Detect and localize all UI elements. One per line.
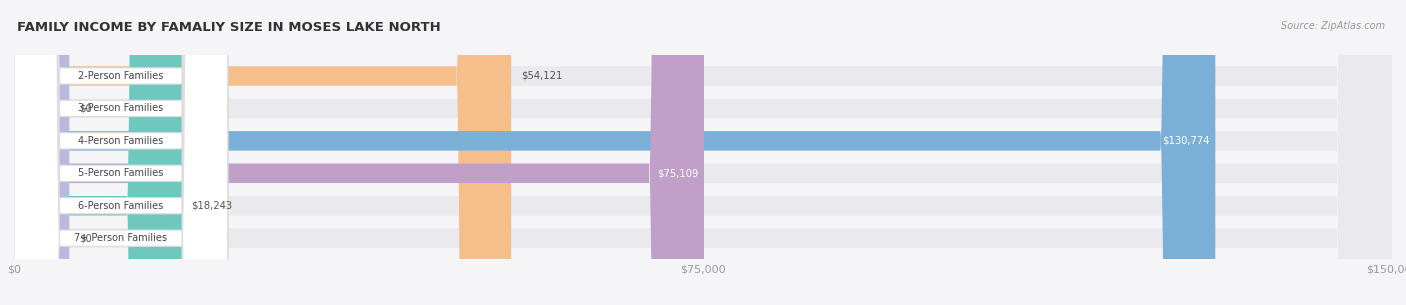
Text: Source: ZipAtlas.com: Source: ZipAtlas.com xyxy=(1281,21,1385,31)
FancyBboxPatch shape xyxy=(14,0,512,305)
Text: 7+ Person Families: 7+ Person Families xyxy=(75,233,167,243)
Text: $130,774: $130,774 xyxy=(1163,136,1209,146)
Text: FAMILY INCOME BY FAMALIY SIZE IN MOSES LAKE NORTH: FAMILY INCOME BY FAMALIY SIZE IN MOSES L… xyxy=(17,21,440,34)
FancyBboxPatch shape xyxy=(14,0,69,305)
FancyBboxPatch shape xyxy=(14,0,228,305)
Text: $54,121: $54,121 xyxy=(520,71,562,81)
FancyBboxPatch shape xyxy=(14,0,1215,305)
Text: $0: $0 xyxy=(79,103,91,113)
FancyBboxPatch shape xyxy=(14,0,1392,305)
FancyBboxPatch shape xyxy=(14,0,1392,305)
Text: 2-Person Families: 2-Person Families xyxy=(79,71,163,81)
FancyBboxPatch shape xyxy=(14,0,228,305)
FancyBboxPatch shape xyxy=(14,0,1392,305)
Text: $0: $0 xyxy=(79,233,91,243)
FancyBboxPatch shape xyxy=(14,0,1392,305)
FancyBboxPatch shape xyxy=(14,0,69,305)
FancyBboxPatch shape xyxy=(14,0,704,305)
FancyBboxPatch shape xyxy=(14,0,1392,305)
FancyBboxPatch shape xyxy=(14,0,181,305)
FancyBboxPatch shape xyxy=(14,0,1392,305)
Text: $18,243: $18,243 xyxy=(191,201,232,211)
Text: $75,109: $75,109 xyxy=(657,168,699,178)
FancyBboxPatch shape xyxy=(14,0,228,305)
Text: 3-Person Families: 3-Person Families xyxy=(79,103,163,113)
Text: 4-Person Families: 4-Person Families xyxy=(79,136,163,146)
FancyBboxPatch shape xyxy=(14,0,228,305)
Text: 6-Person Families: 6-Person Families xyxy=(79,201,163,211)
FancyBboxPatch shape xyxy=(14,0,228,305)
FancyBboxPatch shape xyxy=(14,0,228,305)
Text: 5-Person Families: 5-Person Families xyxy=(79,168,163,178)
